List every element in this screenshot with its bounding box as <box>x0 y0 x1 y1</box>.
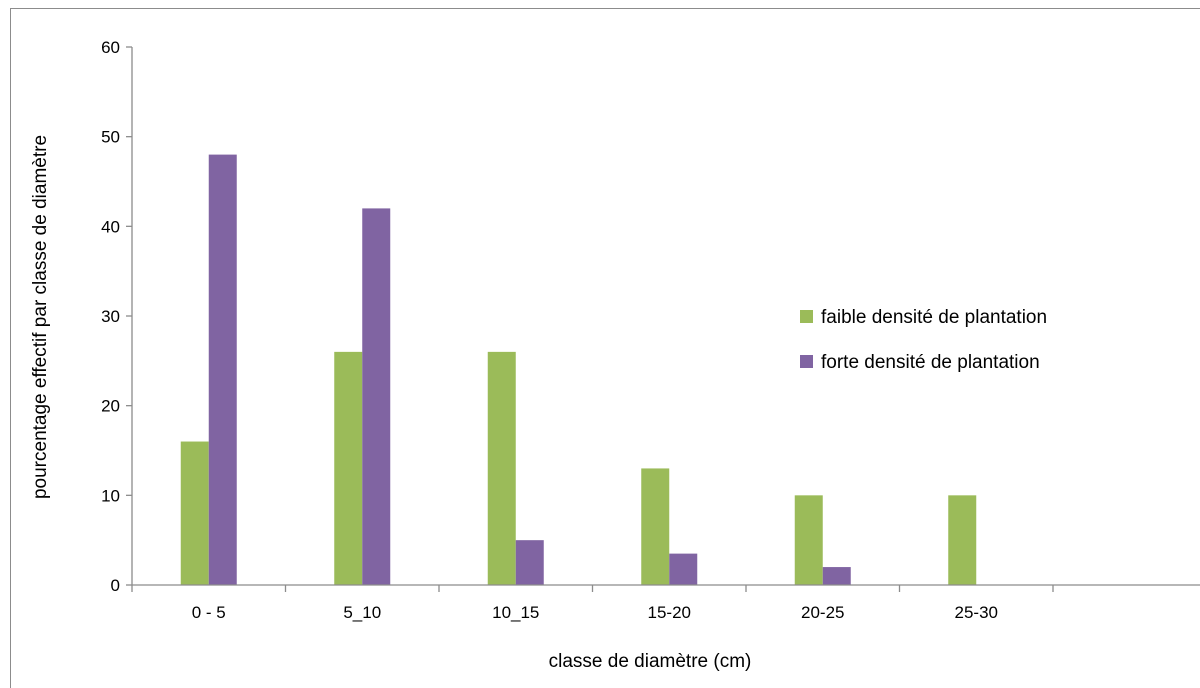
y-tick-label: 40 <box>101 217 120 236</box>
y-tick-label: 10 <box>101 486 120 505</box>
legend: faible densité de plantation forte densi… <box>800 307 1047 373</box>
bar-forte-3 <box>669 553 698 585</box>
legend-label-faible: faible densité de plantation <box>821 307 1047 328</box>
bar-forte-2 <box>515 540 544 585</box>
bar-forte-0 <box>208 154 237 585</box>
y-axis-title: pourcentage effectif par classe de diamè… <box>30 135 51 499</box>
bar-faible-3 <box>641 468 670 585</box>
legend-swatch-forte <box>800 355 813 368</box>
bar-forte-1 <box>362 208 391 585</box>
bar-faible-5 <box>948 495 977 585</box>
bar-faible-4 <box>794 495 823 585</box>
y-tick-label: 0 <box>111 576 120 595</box>
bar-faible-1 <box>334 351 363 585</box>
y-axis-ticks: 0 10 20 30 40 50 60 <box>101 38 132 595</box>
x-tick-label: 0 - 5 <box>192 603 226 622</box>
bar-forte-4 <box>822 567 851 585</box>
bar-faible-2 <box>487 351 516 585</box>
y-tick-label: 50 <box>101 128 120 147</box>
y-tick-label: 20 <box>101 397 120 416</box>
legend-label-forte: forte densité de plantation <box>821 352 1040 373</box>
x-tick-label: 5_10 <box>343 603 381 622</box>
x-tick-label: 15-20 <box>648 603 691 622</box>
x-tick-label: 10_15 <box>492 603 539 622</box>
y-tick-label: 60 <box>101 38 120 57</box>
legend-swatch-faible <box>800 310 813 323</box>
x-axis-ticks: 0 - 5 5_10 10_15 15-20 20-25 25-30 <box>131 585 1054 622</box>
bar-faible-0 <box>180 441 209 585</box>
bars <box>180 154 977 585</box>
y-tick-label: 30 <box>101 307 120 326</box>
x-tick-label: 20-25 <box>801 603 844 622</box>
chart-frame <box>10 8 1200 688</box>
x-tick-label: 25-30 <box>955 603 998 622</box>
x-axis-title: classe de diamètre (cm) <box>549 651 752 672</box>
